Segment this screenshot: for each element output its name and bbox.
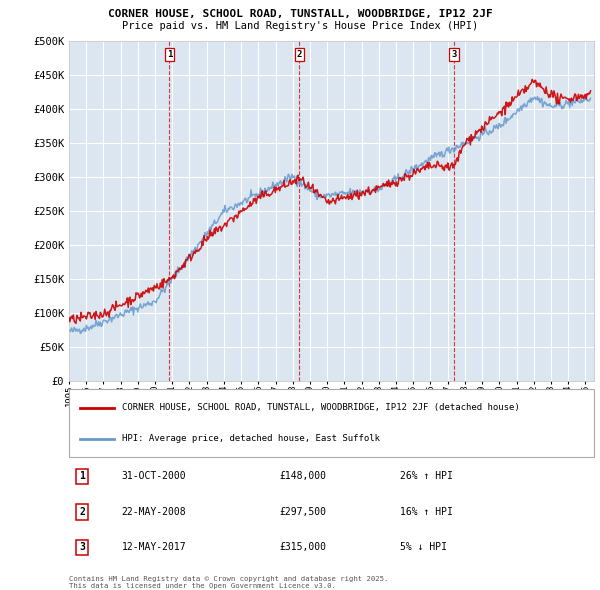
Text: CORNER HOUSE, SCHOOL ROAD, TUNSTALL, WOODBRIDGE, IP12 2JF (detached house): CORNER HOUSE, SCHOOL ROAD, TUNSTALL, WOO… bbox=[121, 403, 519, 412]
Text: 31-OCT-2000: 31-OCT-2000 bbox=[121, 471, 186, 481]
Text: 1: 1 bbox=[79, 471, 85, 481]
Text: HPI: Average price, detached house, East Suffolk: HPI: Average price, detached house, East… bbox=[121, 434, 380, 444]
Text: £297,500: £297,500 bbox=[279, 507, 326, 517]
Text: CORNER HOUSE, SCHOOL ROAD, TUNSTALL, WOODBRIDGE, IP12 2JF: CORNER HOUSE, SCHOOL ROAD, TUNSTALL, WOO… bbox=[107, 9, 493, 19]
Text: 3: 3 bbox=[451, 50, 457, 58]
Text: 16% ↑ HPI: 16% ↑ HPI bbox=[400, 507, 452, 517]
Text: 3: 3 bbox=[79, 542, 85, 552]
Text: 26% ↑ HPI: 26% ↑ HPI bbox=[400, 471, 452, 481]
Text: 22-MAY-2008: 22-MAY-2008 bbox=[121, 507, 186, 517]
Text: £148,000: £148,000 bbox=[279, 471, 326, 481]
FancyBboxPatch shape bbox=[69, 389, 594, 457]
Text: 2: 2 bbox=[297, 50, 302, 58]
Text: Contains HM Land Registry data © Crown copyright and database right 2025.
This d: Contains HM Land Registry data © Crown c… bbox=[69, 576, 388, 589]
Text: Price paid vs. HM Land Registry's House Price Index (HPI): Price paid vs. HM Land Registry's House … bbox=[122, 21, 478, 31]
Text: 2: 2 bbox=[79, 507, 85, 517]
Text: 5% ↓ HPI: 5% ↓ HPI bbox=[400, 542, 447, 552]
Text: 1: 1 bbox=[167, 50, 172, 58]
Text: £315,000: £315,000 bbox=[279, 542, 326, 552]
Text: 12-MAY-2017: 12-MAY-2017 bbox=[121, 542, 186, 552]
